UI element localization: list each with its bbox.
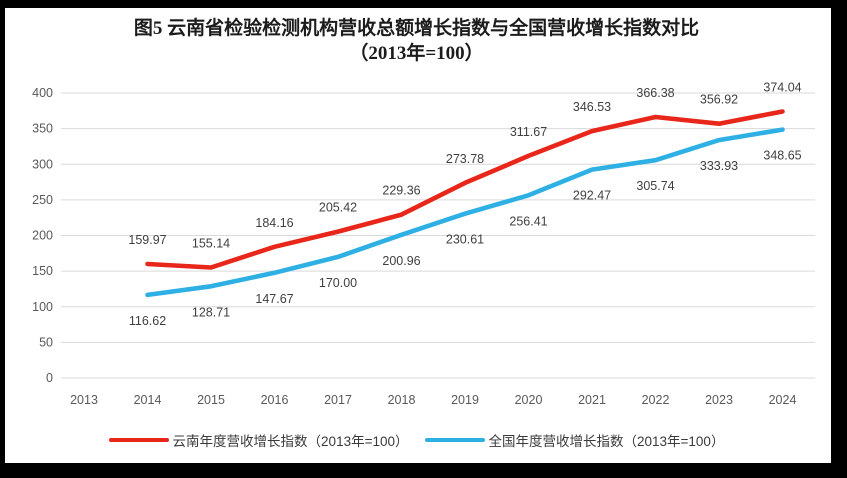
x-tick-label: 2023 — [705, 393, 733, 407]
data-label: 292.47 — [573, 189, 611, 203]
legend-item-yunnan: 云南年度营收增长指数（2013年=100） — [108, 430, 409, 450]
legend-item-national: 全国年度营收增长指数（2013年=100） — [424, 430, 725, 450]
y-tick-label: 400 — [32, 86, 53, 100]
chart-title: 图5 云南省检验检测机构营收总额增长指数与全国营收增长指数对比 （2013年=1… — [0, 16, 833, 66]
x-tick-label: 2017 — [324, 393, 352, 407]
data-label: 374.04 — [763, 80, 801, 94]
x-tick-label: 2018 — [388, 393, 416, 407]
data-label: 205.42 — [319, 201, 357, 215]
gridlines — [61, 92, 815, 379]
y-tick-label: 100 — [32, 300, 53, 314]
x-tick-label: 2019 — [451, 393, 479, 407]
yunnan-series-line-swatch — [108, 437, 169, 443]
data-label: 230.61 — [446, 233, 484, 247]
series-line-0 — [145, 109, 785, 270]
data-label: 200.96 — [382, 254, 420, 268]
data-label: 305.74 — [636, 179, 674, 193]
series-line-1 — [145, 127, 785, 298]
y-tick-label: 150 — [32, 264, 53, 278]
yunnan-series-label: 云南年度营收增长指数（2013年=100） — [172, 434, 409, 449]
chart-legend: 云南年度营收增长指数（2013年=100） 全国年度营收增长指数（2013年=1… — [0, 429, 833, 451]
x-tick-label: 2022 — [642, 393, 670, 407]
x-axis-labels: 2013 2014 2015 2016 2017 2018 2019 2020 2021 2022… — [70, 393, 796, 407]
data-label: 170.00 — [319, 276, 357, 290]
chart-title-subtitle: （2013年=100） — [349, 43, 484, 64]
y-axis-labels: 0 50 100 150 200 250 300 350 400 — [32, 86, 53, 385]
y-tick-label: 200 — [32, 229, 53, 243]
data-label: 128.71 — [192, 305, 230, 319]
x-tick-label: 2016 — [261, 393, 289, 407]
y-tick-label: 250 — [32, 193, 53, 207]
y-tick-label: 50 — [39, 335, 53, 349]
series-data-labels-1: 116.62 128.71 147.67 170.00 200.96 230.61 256.… — [129, 149, 802, 328]
data-label: 147.67 — [255, 292, 293, 306]
data-label: 346.53 — [573, 100, 611, 114]
data-label: 159.97 — [128, 233, 166, 247]
data-label: 184.16 — [255, 216, 293, 230]
data-label: 155.14 — [192, 236, 230, 250]
y-tick-label: 0 — [46, 371, 53, 385]
x-tick-label: 2021 — [578, 393, 606, 407]
national-series-line-swatch — [424, 437, 485, 443]
data-label: 366.38 — [636, 86, 674, 100]
data-label: 348.65 — [763, 149, 801, 163]
data-label: 256.41 — [509, 214, 547, 228]
national-series-label: 全国年度营收增长指数（2013年=100） — [488, 434, 725, 449]
data-label: 229.36 — [382, 184, 420, 198]
y-tick-label: 350 — [32, 122, 53, 136]
x-tick-label: 2013 — [70, 393, 98, 407]
series-data-labels-0: 159.97 155.14 184.16 205.42 229.36 273.78 311.… — [128, 80, 801, 250]
data-label: 116.62 — [129, 314, 166, 328]
y-tick-label: 300 — [32, 157, 53, 171]
x-tick-label: 2014 — [134, 393, 162, 407]
x-tick-label: 2024 — [769, 393, 797, 407]
data-label: 356.92 — [700, 93, 738, 107]
data-label: 311.67 — [510, 125, 547, 139]
data-label: 333.93 — [700, 159, 738, 173]
chart-title-main: 图5 云南省检验检测机构营收总额增长指数与全国营收增长指数对比 — [133, 18, 700, 39]
data-label: 273.78 — [446, 152, 484, 166]
x-tick-label: 2020 — [515, 393, 543, 407]
x-tick-label: 2015 — [197, 393, 225, 407]
